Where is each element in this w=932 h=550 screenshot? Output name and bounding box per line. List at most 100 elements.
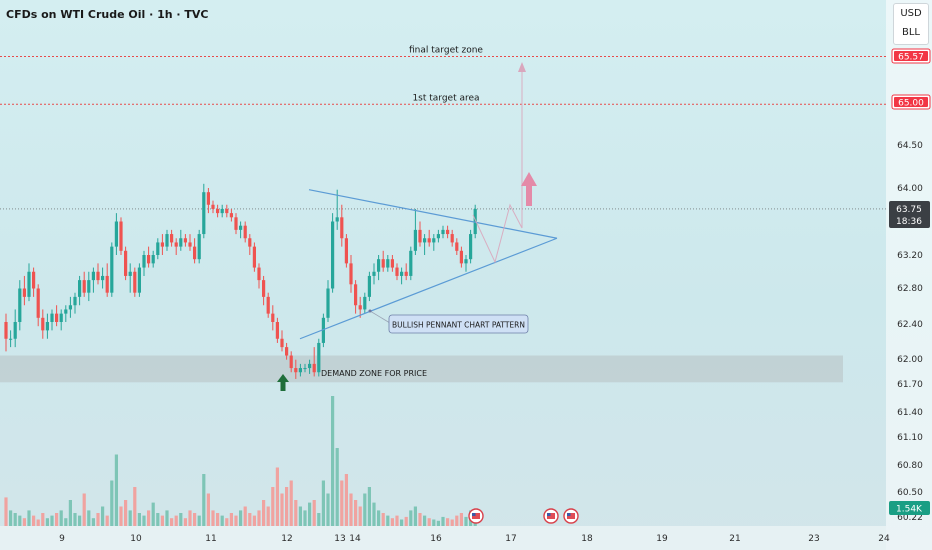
candle [142,250,146,276]
annotation-anchor [368,309,372,313]
candle [386,255,390,272]
candle-body [404,271,408,276]
candle-body [151,255,155,264]
candle-body [317,342,321,373]
volume-bar [381,513,385,526]
candle-body [326,288,330,318]
candle-body [64,309,68,314]
projection-arrowhead [518,62,526,72]
candle-body [27,271,31,297]
chart-title: CFDs on WTI Crude Oil · 1h · TVC [6,8,209,21]
x-tick-label: 18 [581,534,593,544]
volume-unit-label: BLL [901,27,920,38]
candle [225,204,229,218]
badge-fill [894,97,928,107]
economic-event-icon [543,508,559,524]
y-tick-label: 62.80 [897,284,923,294]
candle [239,221,243,239]
event-flag-stripes [547,513,555,519]
candle [170,229,174,247]
annotation-box [388,314,529,334]
candle [64,305,68,322]
candle-body [13,322,17,339]
badge-value: 65.57 [898,53,924,63]
candle-body [289,355,293,369]
volume-bar [312,500,316,526]
candle [377,255,381,281]
candle [381,250,385,272]
candle-body [211,204,215,209]
volume-bar [45,518,49,526]
candle [473,204,477,239]
candle [101,267,105,289]
candle-body [409,250,413,276]
candle-body [280,338,284,348]
candle-body [372,271,376,276]
candle-body [298,368,302,373]
demand-zone [0,355,843,383]
volume-bar [450,519,454,526]
candle-body [386,259,390,268]
volume-bar [363,493,367,526]
price-badge: 65.00 [891,94,931,110]
x-tick-label: 11 [205,534,216,544]
candle [455,238,459,255]
candle [197,229,201,264]
badge-value: 1.54K [896,505,923,515]
candle [441,225,445,239]
candle [367,271,371,302]
volume-bar [331,396,335,526]
volume-bar [142,515,146,526]
volume-bar [294,500,298,526]
candle [257,263,261,289]
candle-body [197,234,201,260]
candle [9,330,13,348]
candle [91,267,95,293]
price-axis-panel [886,0,932,550]
volume-bar [91,518,95,526]
candle-body [257,267,261,281]
candle [50,309,54,331]
volume-bar [303,510,307,526]
economic-event-icon [468,508,484,524]
candle-body [436,234,440,239]
currency-unit-toggle[interactable]: USD BLL [893,3,929,45]
volume-bar [32,515,36,526]
candle-body [432,238,436,243]
x-tick-label: 17 [505,534,516,544]
economic-event-icon [563,508,579,524]
candle [469,229,473,264]
x-tick-label: 24 [878,534,890,544]
candle [114,213,118,255]
volume-bar [455,515,459,526]
candle-body [156,242,160,255]
candle-body [390,259,394,268]
candle-body [294,368,298,373]
candle [418,221,422,247]
volume-bars [4,396,477,526]
volume-bar [22,518,26,526]
volume-bar [114,454,118,526]
candle [147,246,151,268]
candle [45,313,49,339]
volume-bar [427,518,431,526]
candle [303,363,307,373]
candle-body [321,317,325,343]
candle-body [105,275,109,293]
candle [436,229,440,243]
y-tick-label: 61.10 [897,433,923,443]
candle-body [147,255,151,264]
candle [174,238,178,255]
volume-bar [418,513,422,526]
volume-bar [308,502,312,526]
candle-body [50,313,54,322]
volume-bar [170,518,174,526]
volume-bar [128,510,132,526]
candle [68,296,72,318]
candle [262,275,266,306]
volume-bar [193,513,197,526]
y-tick-label: 60.50 [897,488,923,498]
candle-body [248,238,252,247]
